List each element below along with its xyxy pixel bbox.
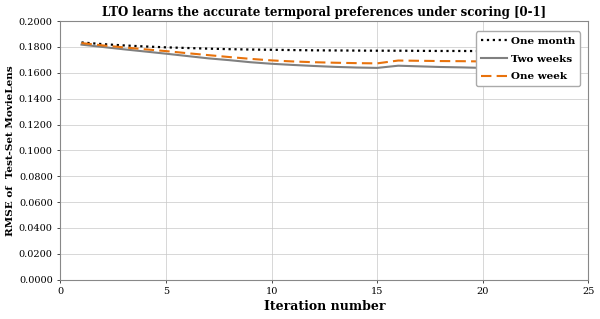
One week	[184, 51, 191, 55]
One week	[205, 53, 212, 57]
One month	[331, 48, 338, 52]
One week	[120, 45, 127, 49]
Two weeks	[479, 66, 486, 70]
One month	[373, 49, 380, 53]
One month	[268, 48, 275, 52]
One week	[141, 48, 148, 51]
One month	[395, 49, 402, 53]
Two weeks	[163, 52, 170, 56]
One week	[373, 62, 380, 65]
Line: One week: One week	[82, 43, 482, 63]
One week	[289, 60, 296, 63]
One week	[458, 59, 465, 63]
One month	[352, 49, 359, 53]
One month	[184, 46, 191, 50]
One month	[141, 45, 148, 48]
Two weeks	[310, 64, 317, 68]
Two weeks	[416, 64, 423, 68]
Title: LTO learns the accurate termporal preferences under scoring [0-1]: LTO learns the accurate termporal prefer…	[102, 5, 547, 19]
Two weeks	[78, 43, 85, 47]
One month	[163, 45, 170, 49]
Two weeks	[184, 54, 191, 58]
Two weeks	[437, 65, 444, 69]
Y-axis label: RMSE of  Test-Set MovieLens: RMSE of Test-Set MovieLens	[5, 65, 14, 236]
One month	[479, 49, 486, 53]
One month	[310, 48, 317, 52]
Two weeks	[226, 58, 233, 62]
Two weeks	[352, 66, 359, 70]
Two weeks	[141, 49, 148, 53]
Two weeks	[373, 66, 380, 70]
One month	[458, 49, 465, 53]
Two weeks	[120, 48, 127, 51]
One week	[226, 55, 233, 59]
Two weeks	[395, 64, 402, 68]
Two weeks	[331, 65, 338, 69]
One week	[247, 57, 254, 61]
One month	[120, 43, 127, 47]
Line: One month: One month	[82, 42, 482, 51]
Legend: One month, Two weeks, One week: One month, Two weeks, One week	[476, 32, 580, 86]
One week	[268, 58, 275, 62]
One week	[395, 59, 402, 63]
One week	[310, 60, 317, 64]
One week	[163, 49, 170, 53]
One week	[437, 59, 444, 63]
Two weeks	[458, 65, 465, 69]
One month	[205, 47, 212, 50]
One month	[416, 49, 423, 53]
One month	[226, 47, 233, 51]
X-axis label: Iteration number: Iteration number	[263, 300, 385, 314]
Two weeks	[268, 62, 275, 66]
One week	[352, 61, 359, 65]
One month	[289, 48, 296, 52]
Two weeks	[99, 45, 106, 49]
One month	[78, 41, 85, 44]
Two weeks	[247, 60, 254, 64]
One month	[437, 49, 444, 53]
One week	[78, 41, 85, 45]
One week	[331, 61, 338, 65]
One week	[416, 59, 423, 63]
Line: Two weeks: Two weeks	[82, 45, 482, 68]
One month	[247, 48, 254, 51]
One week	[479, 60, 486, 63]
One week	[99, 43, 106, 47]
Two weeks	[205, 56, 212, 60]
One month	[99, 42, 106, 46]
Two weeks	[289, 63, 296, 67]
